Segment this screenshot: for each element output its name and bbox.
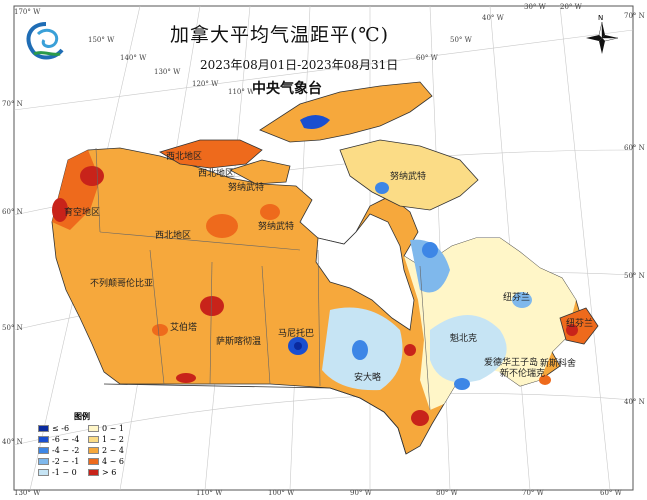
hudson-east-cool: [410, 239, 450, 293]
arctic-island-3: [228, 159, 291, 185]
compass-north-label: N: [598, 14, 604, 22]
legend-swatch: [88, 436, 99, 443]
region-label: 新不伦瑞克: [500, 369, 546, 379]
region-label: 魁北克: [450, 334, 478, 344]
region-label: 萨斯喀彻温: [216, 337, 262, 347]
legend-swatch: [38, 458, 49, 465]
region-label: 爱德华王子岛: [484, 358, 539, 368]
baffin-island: [339, 139, 479, 211]
lon-tick: 130° W: [14, 489, 41, 497]
region-label: 西北地区: [166, 152, 203, 162]
legend-item: > 6: [88, 468, 116, 477]
region-label: 西北地区: [198, 169, 235, 179]
hot-spots: [52, 150, 578, 426]
legend-swatch: [88, 469, 99, 476]
region-label: 育空地区: [64, 208, 101, 218]
lon-tick: 110° W: [196, 489, 223, 497]
lat-tick: 50° N: [2, 324, 23, 332]
lon-tick: 120° W: [192, 80, 219, 88]
region-label: 纽芬兰: [566, 319, 594, 329]
province-borders: [95, 147, 431, 411]
lon-tick: 70° W: [522, 489, 544, 497]
region-label: 不列颠哥伦比亚: [90, 279, 154, 289]
lat-tick: 40° N: [2, 438, 23, 446]
arctic-island-1: [259, 81, 433, 143]
legend-swatch: [38, 436, 49, 443]
legend-label: 4 ~ 6: [102, 457, 124, 466]
lon-tick: 110° W: [228, 88, 255, 96]
lon-tick: 60° W: [416, 54, 438, 62]
legend-label: -4 ~ -2: [52, 446, 80, 455]
legend-item: -2 ~ -1: [38, 457, 79, 466]
lon-tick: 130° W: [154, 68, 181, 76]
lat-tick: 60° N: [2, 208, 23, 216]
hudson-bay: [315, 213, 415, 331]
legend-label: > 6: [102, 468, 117, 477]
agency-name: 中央气象台: [252, 81, 322, 97]
legend-label: -1 ~ 0: [52, 468, 77, 477]
legend-label: -2 ~ -1: [52, 457, 80, 466]
legend-item: -1 ~ 0: [38, 468, 77, 477]
legend-swatch: [88, 425, 99, 432]
lon-tick: 140° W: [120, 54, 147, 62]
lon-tick: 20° W: [560, 3, 582, 11]
legend-label: 2 ~ 4: [102, 446, 124, 455]
legend-item: 4 ~ 6: [88, 457, 124, 466]
legend-item: -4 ~ -2: [38, 446, 79, 455]
legend-item: -6 ~ -4: [38, 435, 79, 444]
cma-logo-icon: [26, 22, 64, 60]
ellesmere-cold-patch: [300, 115, 330, 129]
legend-title: 图例: [74, 411, 90, 421]
region-label: 努纳武特: [258, 222, 295, 232]
region-label: 西北地区: [155, 231, 192, 241]
legend-item: ≤ -6: [38, 424, 69, 433]
compass-rose-icon: [586, 21, 619, 54]
map-title: 加拿大平均气温距平(℃): [170, 24, 390, 46]
legend-label: ≤ -6: [52, 424, 70, 433]
lon-tick: 80° W: [436, 489, 458, 497]
lon-tick: 90° W: [350, 489, 372, 497]
legend-label: 0 ~ 1: [102, 424, 124, 433]
lon-tick: 170° W: [14, 8, 41, 16]
legend-item: 1 ~ 2: [88, 435, 124, 444]
cold-spots: [288, 182, 532, 390]
lon-tick: 100° W: [268, 489, 295, 497]
region-label: 努纳武特: [390, 172, 427, 182]
region-label: 努纳武特: [228, 183, 265, 193]
lat-tick: 70° N: [2, 100, 23, 108]
lat-tick: 40° N: [624, 398, 645, 406]
legend-swatch: [38, 425, 49, 432]
arctic-island-2: [159, 139, 263, 169]
lon-tick: 40° W: [482, 14, 504, 22]
legend-swatch: [88, 447, 99, 454]
region-label: 艾伯塔: [170, 323, 198, 333]
us-border: [103, 383, 407, 455]
lat-tick: 70° N: [624, 12, 645, 20]
legend-swatch: [38, 469, 49, 476]
lat-tick: 60° N: [624, 144, 645, 152]
quebec-cool-patch: [430, 315, 507, 383]
lon-tick: 30° W: [524, 3, 546, 11]
region-label: 安大略: [354, 373, 382, 383]
legend-swatch: [38, 447, 49, 454]
lat-tick: 50° N: [624, 272, 645, 280]
lon-tick: 50° W: [450, 36, 472, 44]
legend-label: -6 ~ -4: [52, 435, 80, 444]
legend-label: 1 ~ 2: [102, 435, 124, 444]
legend-swatch: [88, 458, 99, 465]
region-label: 马尼托巴: [278, 329, 315, 339]
region-label: 纽芬兰: [503, 293, 531, 303]
date-range: 2023年08月01日-2023年08月31日: [200, 58, 399, 72]
region-label: 新斯科舍: [540, 359, 577, 369]
lon-tick: 60° W: [600, 489, 622, 497]
legend-item: 0 ~ 1: [88, 424, 124, 433]
legend-item: 2 ~ 4: [88, 446, 124, 455]
lon-tick: 150° W: [88, 36, 115, 44]
